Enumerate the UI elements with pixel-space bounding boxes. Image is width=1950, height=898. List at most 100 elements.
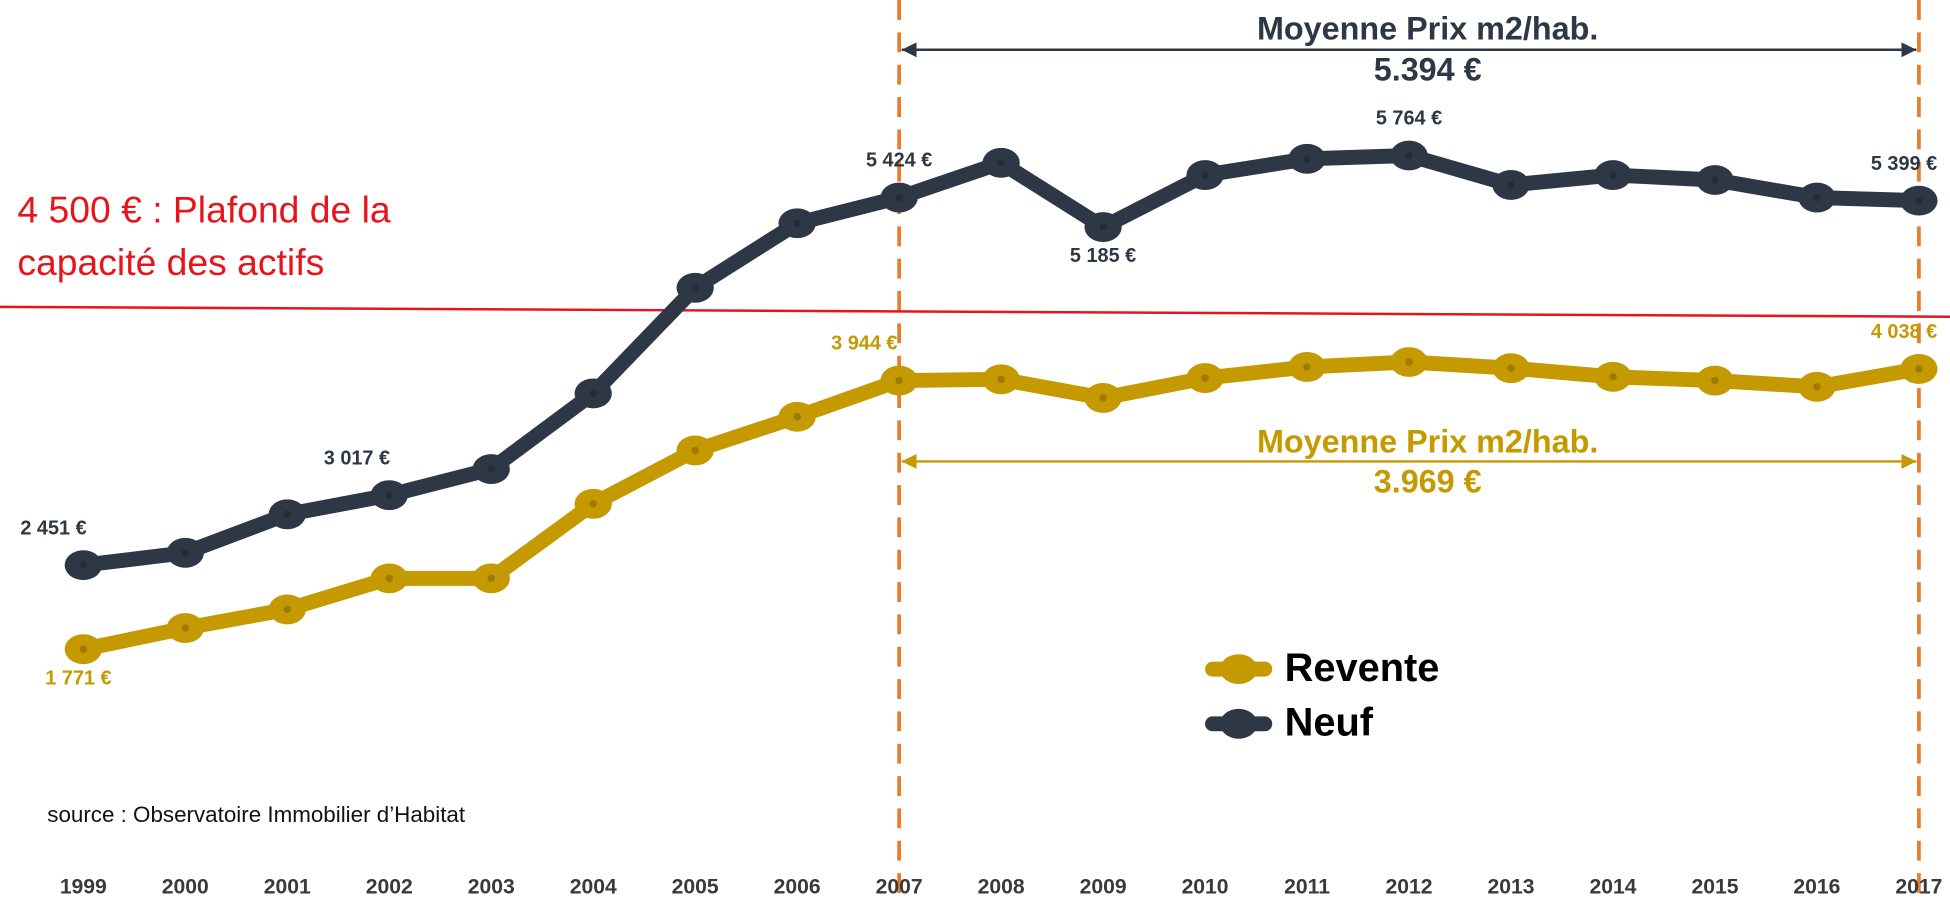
point-center	[79, 561, 88, 569]
x-tick-label: 2009	[1080, 876, 1127, 898]
point	[1594, 361, 1632, 392]
data-label: 1 771 €	[45, 667, 111, 689]
data-label: 3 017 €	[324, 447, 390, 469]
point	[1696, 165, 1734, 195]
threshold-line	[0, 305, 1950, 319]
data-label: 5 399 €	[1871, 153, 1937, 175]
data-label: 5 424 €	[866, 150, 932, 172]
x-tick-label: 2007	[876, 876, 923, 898]
point-center	[385, 574, 393, 583]
x-tick-label: 2000	[162, 876, 209, 898]
point-center	[1609, 373, 1617, 381]
point-center	[691, 284, 699, 292]
point-center	[283, 510, 292, 519]
point	[982, 147, 1020, 178]
threshold-label: 4 500 € : Plafond de la	[17, 189, 391, 231]
point-center	[997, 159, 1005, 167]
point	[166, 613, 204, 644]
point-center	[1303, 363, 1311, 371]
point-center	[1915, 196, 1923, 205]
x-tick-label: 2004	[570, 876, 617, 898]
point	[574, 378, 612, 409]
point-center	[691, 446, 699, 455]
point-center	[79, 645, 88, 653]
data-label: 5 185 €	[1070, 245, 1136, 267]
point-center	[1711, 176, 1719, 184]
threshold-label: capacité des actifs	[17, 241, 324, 283]
data-label: 5 764 €	[1376, 108, 1442, 130]
point-center	[385, 491, 393, 499]
point	[1288, 352, 1326, 382]
data-label: 3 944 €	[831, 333, 897, 355]
point	[472, 563, 510, 594]
x-tick-label: 2017	[1895, 876, 1942, 898]
point-center	[487, 574, 495, 583]
x-tick-label: 2005	[672, 876, 719, 898]
point	[1492, 170, 1530, 200]
point-center	[1609, 171, 1617, 179]
point	[676, 272, 714, 303]
point-center	[487, 465, 495, 473]
legend-label: Neuf	[1285, 701, 1374, 745]
point-center	[589, 389, 597, 398]
legend-label: Revente	[1285, 646, 1440, 690]
point-center	[181, 549, 190, 557]
x-tick-label: 2006	[774, 876, 821, 898]
average-title: Moyenne Prix m2/hab.	[1257, 424, 1598, 460]
point	[1186, 160, 1224, 190]
point	[1390, 140, 1428, 171]
x-tick-label: 2012	[1386, 876, 1433, 898]
point	[982, 364, 1020, 395]
point-center	[1915, 365, 1923, 373]
point-center	[1201, 374, 1209, 382]
point	[64, 634, 102, 665]
point-center	[1813, 383, 1821, 391]
point-center	[1711, 376, 1719, 385]
point-center	[181, 624, 190, 632]
point	[370, 563, 408, 594]
average-value: 5.394 €	[1374, 52, 1482, 88]
point	[1084, 212, 1122, 243]
point	[880, 365, 918, 396]
point-center	[793, 219, 801, 227]
legend-marker	[1219, 654, 1258, 685]
data-label: 4 038 €	[1871, 321, 1937, 343]
x-tick-label: 1999	[60, 876, 107, 898]
point	[1594, 160, 1632, 190]
x-tick-label: 2013	[1488, 876, 1535, 898]
point	[1696, 365, 1734, 396]
x-tick-label: 2003	[468, 876, 515, 898]
point-center	[1507, 181, 1515, 189]
point	[370, 480, 408, 511]
point-center	[1405, 151, 1413, 160]
point	[1798, 182, 1836, 213]
x-tick-label: 2011	[1284, 876, 1330, 898]
point	[574, 488, 612, 519]
point-center	[997, 375, 1005, 384]
point-center	[1405, 358, 1413, 366]
x-tick-label: 2016	[1793, 876, 1840, 898]
point	[1186, 363, 1224, 393]
point	[778, 401, 816, 432]
point-center	[589, 500, 597, 508]
point-center	[1201, 171, 1209, 179]
x-tick-label: 2001	[264, 876, 311, 898]
x-tick-label: 2002	[366, 876, 413, 898]
point	[268, 499, 306, 530]
legend-marker	[1219, 708, 1258, 739]
point	[880, 182, 918, 213]
point	[1288, 143, 1326, 174]
point	[1084, 383, 1122, 413]
point-center	[895, 193, 903, 202]
point	[1390, 347, 1428, 377]
point	[1900, 353, 1938, 384]
point-center	[1099, 394, 1107, 402]
point-center	[1099, 223, 1107, 231]
point	[64, 550, 102, 581]
point	[268, 594, 306, 625]
point-center	[1507, 364, 1515, 372]
x-tick-label: 2008	[978, 876, 1025, 898]
x-tick-label: 2014	[1589, 876, 1636, 898]
point-center	[793, 413, 801, 421]
